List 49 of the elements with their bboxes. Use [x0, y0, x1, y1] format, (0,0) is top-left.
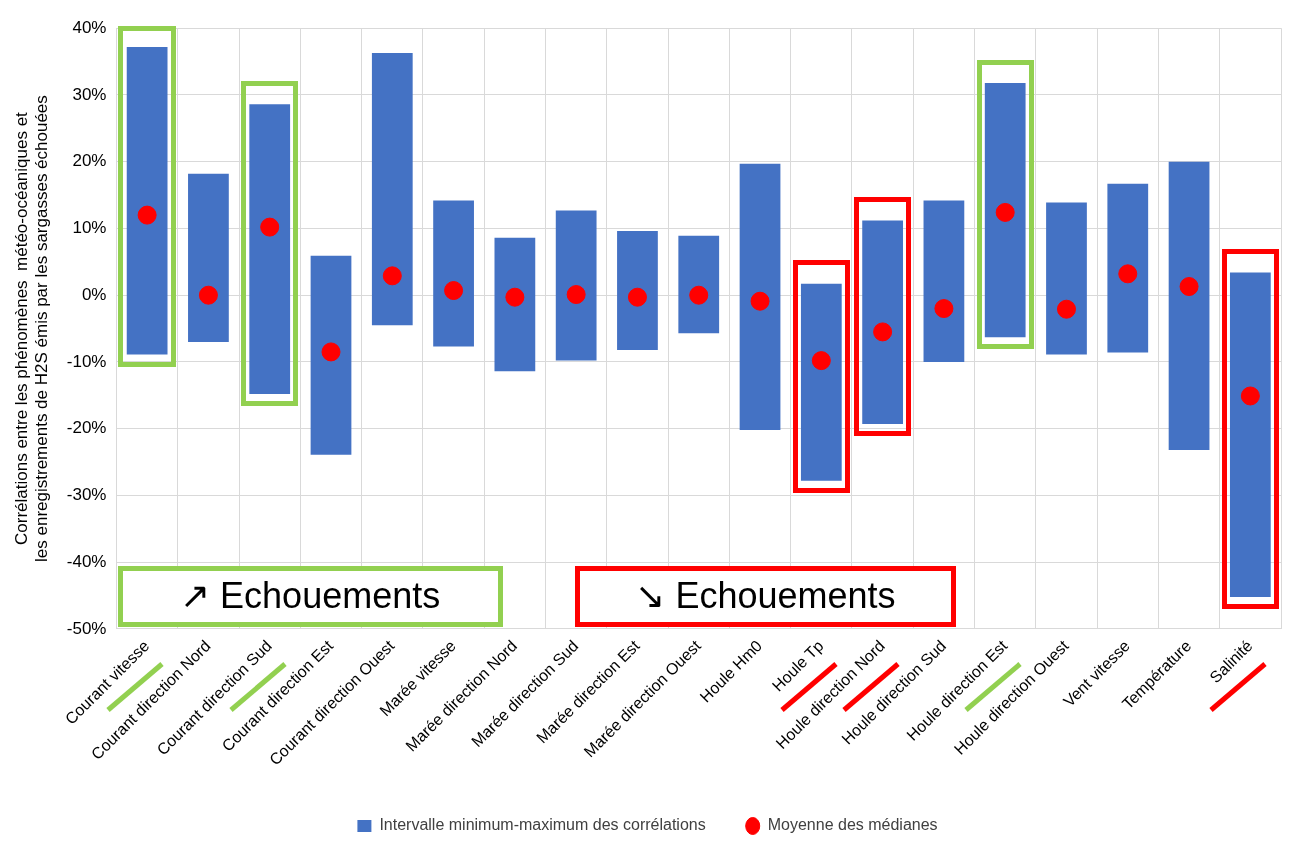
point	[750, 291, 770, 311]
point	[260, 217, 280, 237]
point	[1179, 277, 1199, 297]
point	[934, 299, 954, 319]
point	[1118, 264, 1138, 284]
point	[505, 287, 525, 307]
y-tick-label: -10%	[66, 351, 107, 371]
bar	[494, 237, 536, 372]
y-tick-label: -30%	[66, 485, 107, 505]
bar	[1046, 202, 1087, 355]
bar	[1168, 161, 1210, 451]
y-tick-label: -50%	[66, 618, 107, 638]
point	[627, 287, 647, 307]
bar	[371, 52, 413, 326]
bar	[1107, 183, 1149, 353]
point	[382, 266, 402, 286]
legend-label: Intervalle minimum-maximum des corrélations	[379, 816, 706, 834]
annotation: ↘ Echouements	[635, 575, 896, 618]
legend-label: Moyenne des médianes	[767, 816, 938, 834]
point	[811, 351, 831, 371]
point	[321, 342, 341, 362]
bar	[617, 231, 658, 350]
y-tick-label: 30%	[72, 84, 107, 104]
point	[1240, 386, 1260, 406]
bar	[433, 200, 474, 347]
point	[873, 322, 893, 342]
y-tick-label: 10%	[72, 218, 107, 238]
bar	[310, 255, 352, 455]
y-tick-label: 0%	[81, 284, 107, 304]
point	[566, 285, 586, 305]
label-frame: ↘ Echouements	[574, 565, 957, 627]
bar	[739, 163, 781, 431]
point	[198, 285, 218, 305]
y-axis-title: Corrélations entre les phénomènes météo-océaniques et les enregistrements de H2S émis par les sargasses échouées	[11, 95, 52, 562]
point	[689, 285, 709, 305]
bar	[678, 235, 720, 334]
point	[137, 205, 157, 225]
y-tick-label: 40%	[72, 17, 107, 37]
label-frame: ↗ Echouements	[117, 565, 503, 627]
point	[1056, 299, 1076, 319]
y-tick-label: -40%	[66, 551, 107, 571]
point	[444, 281, 464, 301]
bar	[555, 210, 597, 361]
annotation: ↗ Echouements	[180, 575, 441, 618]
bar	[923, 200, 965, 362]
bar	[188, 173, 229, 342]
y-tick-label: 20%	[72, 151, 107, 171]
point	[995, 202, 1015, 222]
y-tick-label: -20%	[66, 418, 107, 438]
